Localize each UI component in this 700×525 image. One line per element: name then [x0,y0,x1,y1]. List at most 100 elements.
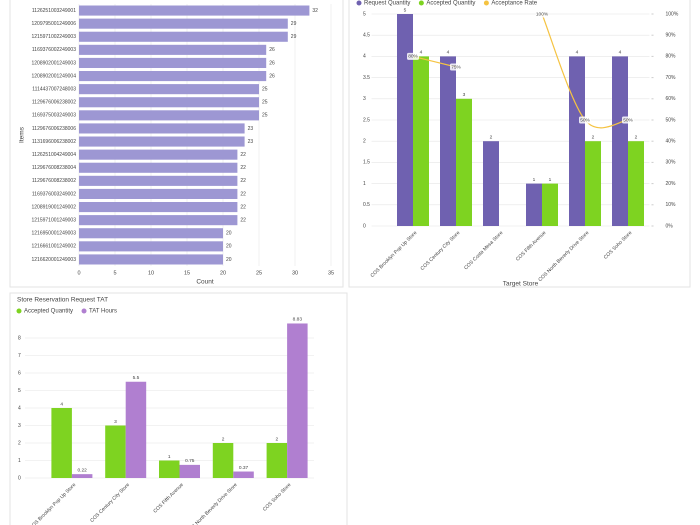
data-label: 3 [114,419,117,425]
data-label: 23 [248,126,254,132]
label-box [450,63,462,71]
label-box [536,10,548,18]
y-tick-label: 1129676006238002 [32,100,76,106]
bar [79,57,267,68]
legend-swatch [418,0,424,6]
bar [612,56,628,227]
legend-swatch [483,0,489,6]
y-tick-label: 1129676006238006 [32,126,76,132]
data-label: 22 [240,204,246,210]
data-label: 20 [226,257,232,263]
data-label: 29 [291,34,297,40]
x-tick-label: 25 [256,270,262,276]
data-label: 50% [580,117,590,123]
data-label: 100% [536,11,549,17]
bar [413,56,429,227]
legend-label: Accepted Quantity [426,1,475,7]
data-label: 2 [276,436,279,442]
data-label: 22 [240,217,246,223]
y-tick-label: 1 [363,181,366,187]
bar [79,254,223,265]
data-label: 26 [269,60,275,66]
y-tick-label: 4 [363,54,366,60]
data-label: 26 [269,73,275,79]
data-label: 80% [408,54,418,60]
bar [79,175,238,186]
data-label: 26 [269,47,275,53]
bar [125,381,147,478]
y-tick-label: 1131696006238002 [32,139,76,145]
y2-tick-label: 70% [666,75,677,81]
y2-tick-label: 0% [666,223,674,229]
data-label: 22 [240,152,246,158]
y-tick-label: 3.5 [363,75,370,81]
bar [159,460,180,478]
legend-label: TAT Hours [89,309,117,315]
data-label: 5.5 [133,375,140,381]
y-tick-label: 1216950001249003 [32,231,77,237]
y-tick-label: 0 [18,475,21,481]
x-tick-label: 0 [77,270,80,276]
bar [79,84,259,95]
bar [483,141,499,226]
y2-tick-label: 100% [666,11,679,17]
y-tick-label: 5 [363,11,366,17]
bar [79,5,310,16]
bar [397,14,413,226]
data-label: 25 [262,86,268,92]
y-tick-label: 1129676008238002 [32,178,76,184]
y-tick-label: 1208919001249002 [32,204,77,210]
y-tick-label: 5 [18,388,21,394]
bar [79,136,245,147]
y-tick-label: 7 [18,353,21,359]
bar [266,443,288,478]
x-axis-title: Count [196,279,214,286]
bar [105,425,126,478]
y-tick-label: 2.5 [363,117,370,123]
data-label: 0.22 [77,467,87,473]
data-label: 2 [222,436,225,442]
y2-tick-label: 10% [666,202,677,208]
x-tick-label: 30 [292,270,298,276]
data-label: 20 [226,244,232,250]
y2-tick-label: 20% [666,181,677,187]
legend-label: Acceptance Rate [491,1,537,7]
y-tick-label: 2 [18,440,21,446]
data-label: 25 [262,100,268,106]
y2-tick-label: 50% [666,117,677,123]
y-tick-label: 0 [363,223,366,229]
data-label: 4 [576,50,579,56]
data-label: 1 [168,454,171,460]
y2-tick-label: 40% [666,139,677,145]
bar [79,149,238,160]
y-tick-label: 1126251003249001 [32,8,76,14]
data-label: 0.75 [185,458,195,464]
bar [628,141,644,226]
legend-swatch [16,308,22,314]
legend-label: Request Quantity [364,1,410,7]
data-label: 20 [226,231,232,237]
x-tick-label: 20 [220,270,226,276]
bar [79,97,259,108]
data-label: 50% [623,117,633,123]
y-tick-label: 0.5 [363,202,370,208]
bar [542,183,558,226]
bar [51,408,72,478]
bar [569,56,585,227]
y-tick-label: 1208902001249004 [32,73,77,79]
legend-label: Accepted Quantity [24,309,73,315]
y-tick-label: 6 [18,370,21,376]
data-label: 2 [490,134,493,140]
bar [287,323,308,478]
bar [79,202,238,213]
bar [79,18,288,29]
y-tick-label: 1209795001249006 [32,21,77,27]
y-tick-label: 1216661001249002 [32,244,77,250]
y-tick-label: 1169375003249003 [32,113,76,119]
bar [79,188,238,199]
bar [440,56,456,227]
y-tick-label: 1.5 [363,160,370,166]
x-tick-label: 35 [328,270,334,276]
y-tick-label: 1215971001249003 [32,217,77,223]
x-axis-title: Target Store [503,281,539,288]
